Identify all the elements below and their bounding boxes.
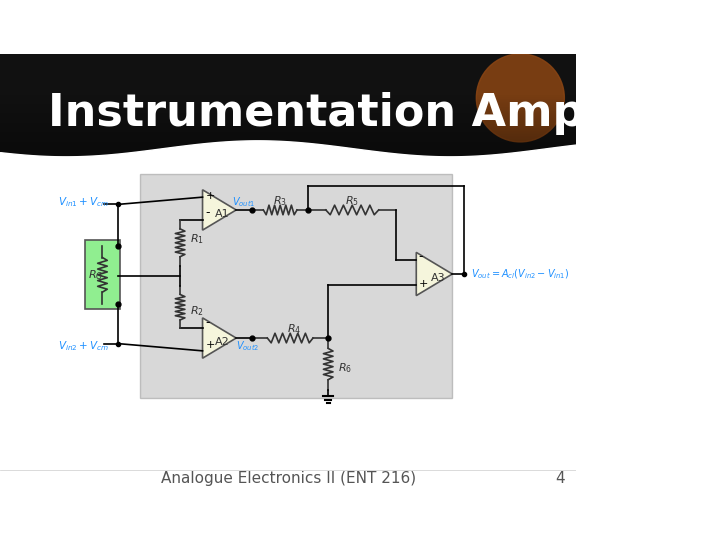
Text: $R_5$: $R_5$ xyxy=(345,194,359,208)
Text: $V_{in2} + V_{cm}$: $V_{in2} + V_{cm}$ xyxy=(58,339,109,353)
FancyBboxPatch shape xyxy=(0,117,577,118)
Polygon shape xyxy=(416,252,452,295)
Text: $R_4$: $R_4$ xyxy=(287,322,302,336)
FancyBboxPatch shape xyxy=(0,107,577,109)
FancyBboxPatch shape xyxy=(0,122,577,123)
Text: $R_6$: $R_6$ xyxy=(338,361,352,375)
Text: Instrumentation Amplifier: Instrumentation Amplifier xyxy=(48,92,702,136)
Text: 4: 4 xyxy=(556,471,565,485)
FancyBboxPatch shape xyxy=(0,114,577,116)
FancyBboxPatch shape xyxy=(85,240,120,309)
Text: $V_{in1} + V_{cm}$: $V_{in1} + V_{cm}$ xyxy=(58,195,109,209)
FancyBboxPatch shape xyxy=(0,113,577,114)
FancyBboxPatch shape xyxy=(0,132,577,133)
FancyBboxPatch shape xyxy=(0,109,577,110)
FancyBboxPatch shape xyxy=(0,131,577,132)
Polygon shape xyxy=(202,318,236,358)
Text: +: + xyxy=(206,340,215,350)
FancyBboxPatch shape xyxy=(0,118,577,119)
FancyBboxPatch shape xyxy=(0,54,577,158)
Text: A1: A1 xyxy=(215,209,230,219)
FancyBboxPatch shape xyxy=(0,133,577,134)
FancyBboxPatch shape xyxy=(0,120,577,121)
FancyBboxPatch shape xyxy=(0,106,577,107)
Text: +: + xyxy=(418,279,428,289)
FancyBboxPatch shape xyxy=(0,127,577,129)
FancyBboxPatch shape xyxy=(0,154,577,155)
FancyBboxPatch shape xyxy=(0,145,577,146)
FancyBboxPatch shape xyxy=(0,123,577,124)
Text: $V_{out2}$: $V_{out2}$ xyxy=(236,339,259,353)
FancyBboxPatch shape xyxy=(0,111,577,112)
Text: -: - xyxy=(206,206,210,219)
FancyBboxPatch shape xyxy=(0,121,577,122)
Circle shape xyxy=(477,54,564,142)
Text: A2: A2 xyxy=(215,337,230,347)
FancyBboxPatch shape xyxy=(0,126,577,127)
FancyBboxPatch shape xyxy=(0,116,577,117)
FancyBboxPatch shape xyxy=(0,156,577,157)
FancyBboxPatch shape xyxy=(0,137,577,138)
Text: +: + xyxy=(206,191,215,201)
FancyBboxPatch shape xyxy=(0,152,577,153)
FancyBboxPatch shape xyxy=(0,153,577,154)
Text: $V_{out} = A_{cl}(V_{in2} - V_{in1})$: $V_{out} = A_{cl}(V_{in2} - V_{in1})$ xyxy=(471,267,570,281)
FancyBboxPatch shape xyxy=(0,157,577,158)
FancyBboxPatch shape xyxy=(0,129,577,130)
FancyBboxPatch shape xyxy=(0,112,577,113)
FancyBboxPatch shape xyxy=(0,142,577,143)
Polygon shape xyxy=(202,190,236,230)
FancyBboxPatch shape xyxy=(0,125,577,126)
FancyBboxPatch shape xyxy=(0,130,577,131)
FancyBboxPatch shape xyxy=(0,119,577,120)
Text: $R_1$: $R_1$ xyxy=(190,232,204,246)
Text: $R_2$: $R_2$ xyxy=(190,305,204,318)
FancyBboxPatch shape xyxy=(0,134,577,136)
FancyBboxPatch shape xyxy=(0,150,577,151)
FancyBboxPatch shape xyxy=(0,139,577,140)
Text: A3: A3 xyxy=(431,273,445,283)
FancyBboxPatch shape xyxy=(0,140,577,141)
Text: -: - xyxy=(418,249,423,262)
FancyBboxPatch shape xyxy=(0,110,577,111)
Text: $R_G$: $R_G$ xyxy=(89,268,104,282)
FancyBboxPatch shape xyxy=(0,149,577,150)
FancyBboxPatch shape xyxy=(0,148,577,149)
FancyBboxPatch shape xyxy=(140,174,452,398)
Text: $V_{out1}$: $V_{out1}$ xyxy=(232,195,256,209)
FancyBboxPatch shape xyxy=(0,136,577,137)
FancyBboxPatch shape xyxy=(0,144,577,145)
FancyBboxPatch shape xyxy=(0,124,577,125)
FancyBboxPatch shape xyxy=(0,146,577,147)
FancyBboxPatch shape xyxy=(0,103,577,104)
Text: Analogue Electronics II (ENT 216): Analogue Electronics II (ENT 216) xyxy=(161,471,415,485)
Text: -: - xyxy=(206,316,210,329)
FancyBboxPatch shape xyxy=(0,141,577,142)
Text: $R_3$: $R_3$ xyxy=(273,194,287,208)
FancyBboxPatch shape xyxy=(0,155,577,156)
FancyBboxPatch shape xyxy=(0,105,577,106)
FancyBboxPatch shape xyxy=(0,138,577,139)
FancyBboxPatch shape xyxy=(0,104,577,105)
FancyBboxPatch shape xyxy=(0,147,577,149)
FancyBboxPatch shape xyxy=(0,151,577,152)
FancyBboxPatch shape xyxy=(0,143,577,144)
